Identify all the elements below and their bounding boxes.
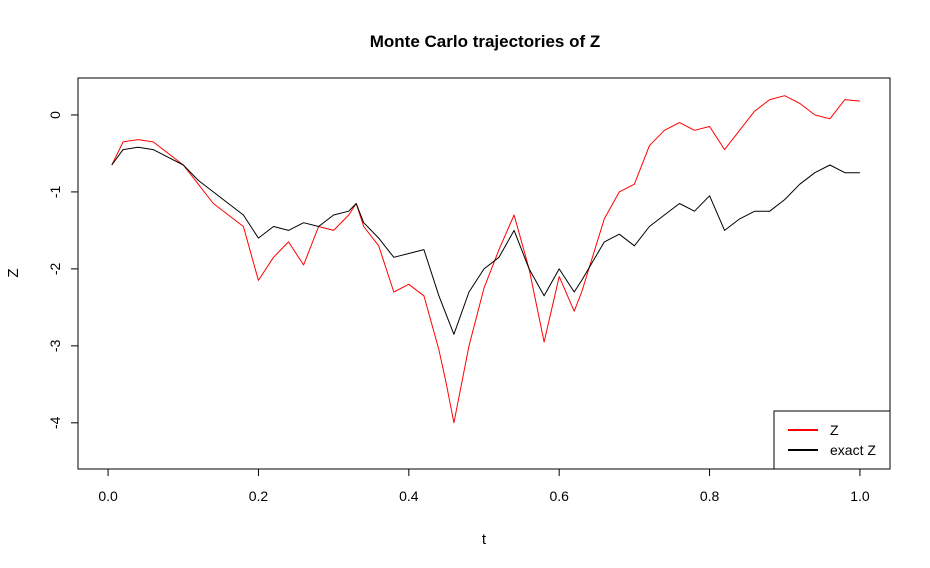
x-axis-label: t (482, 531, 487, 548)
legend-label: exact Z (830, 442, 876, 458)
chart-title: Monte Carlo trajectories of Z (370, 32, 600, 51)
x-tick-label: 0.0 (98, 488, 118, 504)
x-tick-label: 0.8 (700, 488, 720, 504)
legend-label: Z (830, 422, 839, 438)
legend-box (773, 410, 891, 470)
y-axis-label: Z (5, 268, 22, 277)
x-axis: 0.0 0.2 0.4 0.6 0.8 1.0 (98, 468, 870, 504)
y-tick-label: -3 (47, 339, 63, 352)
x-tick-label: 1.0 (850, 488, 870, 504)
x-tick-label: 0.4 (399, 488, 419, 504)
y-tick-label: -4 (47, 416, 63, 429)
x-tick-label: 0.6 (549, 488, 569, 504)
y-tick-label: 0 (47, 111, 63, 119)
y-tick-label: -2 (47, 262, 63, 275)
series-line-z (111, 95, 860, 424)
series-line-exact-z (111, 146, 860, 335)
plot-frame (77, 77, 891, 470)
x-tick-label: 0.2 (249, 488, 269, 504)
y-axis: 0 -1 -2 -3 -4 (47, 111, 79, 429)
y-tick-label: -1 (47, 185, 63, 198)
series-layer (111, 95, 860, 424)
